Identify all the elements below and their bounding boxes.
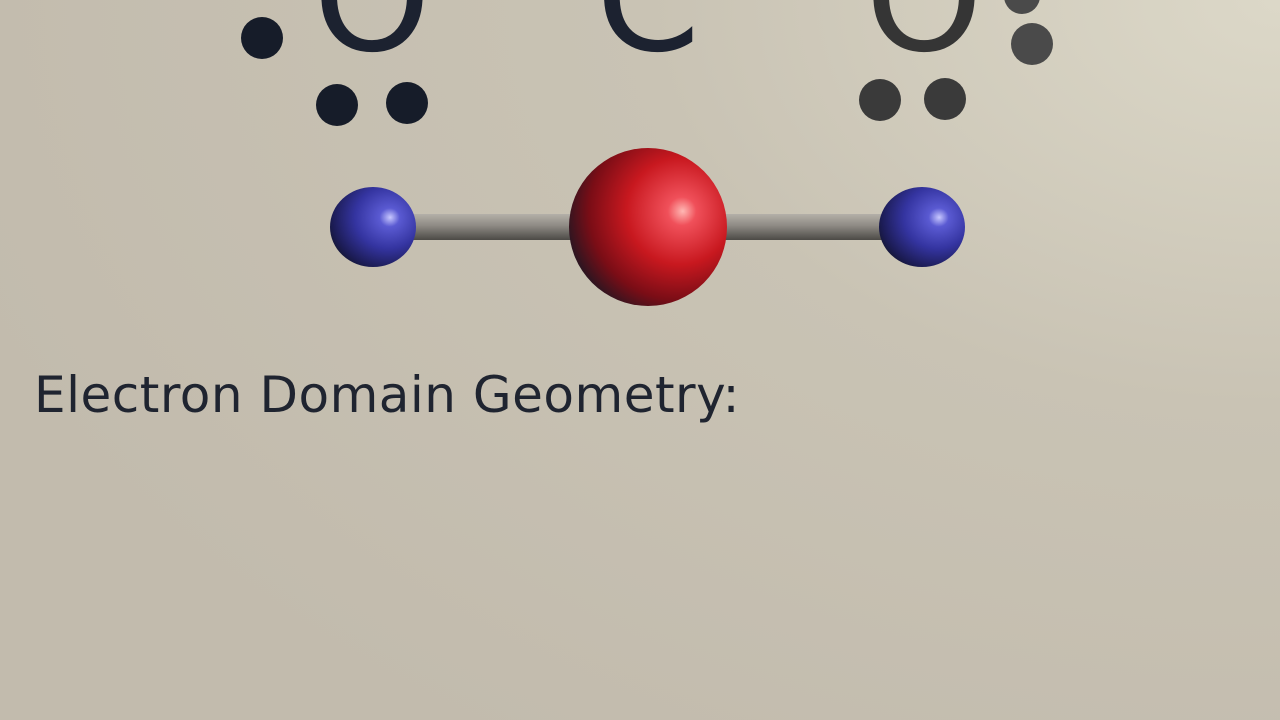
outer-atom-right xyxy=(879,187,965,267)
lone-pair-dot xyxy=(859,79,901,121)
bond-right xyxy=(700,214,900,240)
lone-pair-dot xyxy=(924,78,966,120)
caption-electron-domain-geometry: Electron Domain Geometry: xyxy=(34,366,740,424)
lewis-left-double-bond: = xyxy=(470,0,571,47)
center-atom xyxy=(569,148,727,306)
lone-pair-dot xyxy=(316,84,358,126)
lone-pair-dot xyxy=(241,17,283,59)
lewis-right-oxygen: O xyxy=(865,0,983,86)
lone-pair-dot xyxy=(1004,0,1040,14)
lone-pair-dot xyxy=(1011,23,1053,65)
lewis-structure: O = C = O xyxy=(241,0,1053,126)
outer-atom-left xyxy=(330,187,416,267)
lewis-center-carbon: C xyxy=(596,0,701,86)
ball-and-stick-model xyxy=(330,148,965,306)
bond-left xyxy=(395,214,595,240)
lone-pair-dot xyxy=(386,82,428,124)
lewis-right-double-bond: = xyxy=(732,0,833,47)
lewis-left-oxygen: O xyxy=(313,0,431,86)
